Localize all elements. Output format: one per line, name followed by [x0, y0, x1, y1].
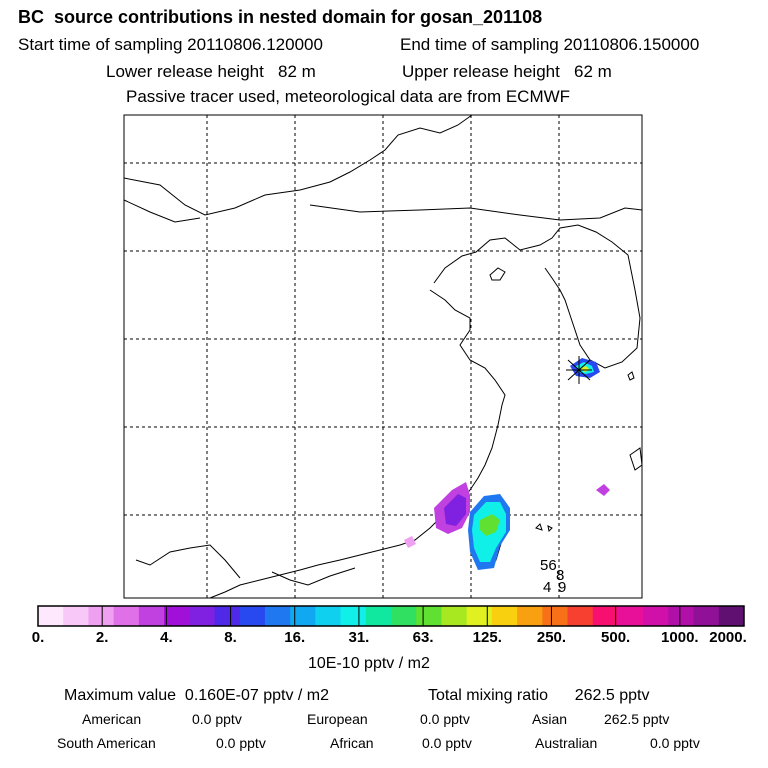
legend-tick-label: 1000. [661, 629, 699, 646]
legend-swatch [491, 606, 518, 626]
legend-tick-label: 8. [224, 629, 237, 646]
legend-swatch [113, 606, 140, 626]
plot-title: BC source contributions in nested domain… [18, 7, 543, 27]
legend-swatch [567, 606, 594, 626]
legend-tick-label: 4. [160, 629, 173, 646]
legend-swatch [290, 606, 316, 626]
legend-swatch [466, 606, 493, 626]
american-label: American [82, 711, 142, 727]
lower-release-height: Lower release height 82 m [106, 62, 316, 81]
legend-swatch [617, 606, 644, 626]
legend-swatch [693, 606, 720, 626]
legend-swatch [63, 606, 89, 626]
legend-swatch [542, 606, 568, 626]
map-label-8: 8 [556, 567, 564, 584]
start-time: Start time of sampling 20110806.120000 [18, 35, 323, 54]
legend-swatch [718, 606, 745, 626]
legend-swatch [643, 606, 669, 626]
legend-swatch [340, 606, 367, 626]
legend-tick-label: 2. [95, 629, 109, 646]
australian-value: 0.0 pptv [650, 735, 700, 751]
legend-swatch [138, 606, 165, 626]
map-label-4: 4 [543, 579, 551, 596]
european-value: 0.0 pptv [420, 711, 470, 727]
maximum-value: Maximum value 0.160E-07 pptv / m2 [64, 687, 330, 704]
tracer-note: Passive tracer used, meteorological data… [126, 87, 571, 106]
release-site-marker [566, 356, 592, 384]
legend-swatch [214, 606, 241, 626]
american-value: 0.0 pptv [192, 711, 242, 727]
legend-swatch [416, 606, 442, 626]
legend-swatch [668, 606, 695, 626]
legend-swatch [517, 606, 543, 626]
legend-tick-label: 63. [412, 629, 434, 646]
legend-swatch [365, 606, 392, 626]
map-label-56: 56 [540, 557, 557, 574]
legend-swatch [441, 606, 468, 626]
legend-swatch [38, 606, 64, 626]
legend-swatch [264, 606, 291, 626]
legend-tick-label: 125. [472, 629, 502, 646]
asian-value: 262.5 pptv [604, 711, 670, 727]
legend-swatch [164, 606, 190, 626]
african-value: 0.0 pptv [422, 735, 472, 751]
asian-label: Asian [532, 711, 568, 727]
south-american-value: 0.0 pptv [216, 735, 266, 751]
upper-release-height: Upper release height 62 m [402, 62, 612, 81]
legend-swatch [239, 606, 266, 626]
legend-tick-label: 2000. [709, 629, 747, 646]
end-time: End time of sampling 20110806.150000 [400, 35, 700, 54]
legend-tick-label: 16. [284, 629, 306, 646]
legend-swatch [315, 606, 342, 626]
legend-swatch [189, 606, 215, 626]
legend-tick-label: 31. [348, 629, 370, 646]
legend-tick-label: 250. [536, 629, 567, 646]
concentration-field [404, 358, 610, 570]
australian-label: Australian [535, 735, 598, 751]
south-american-label: South American [57, 735, 156, 751]
african-label: African [330, 735, 374, 751]
legend-tick-label: 0. [31, 629, 45, 646]
legend-swatch [88, 606, 115, 626]
european-label: European [307, 711, 368, 727]
map-label-9: 9 [558, 579, 566, 596]
total-mixing-ratio: Total mixing ratio 262.5 pptv [428, 687, 650, 704]
legend-swatch [592, 606, 619, 626]
legend-swatch [391, 606, 417, 626]
legend-tick-label: 500. [601, 629, 631, 646]
legend-unit: 10E-10 pptv / m2 [308, 655, 430, 672]
